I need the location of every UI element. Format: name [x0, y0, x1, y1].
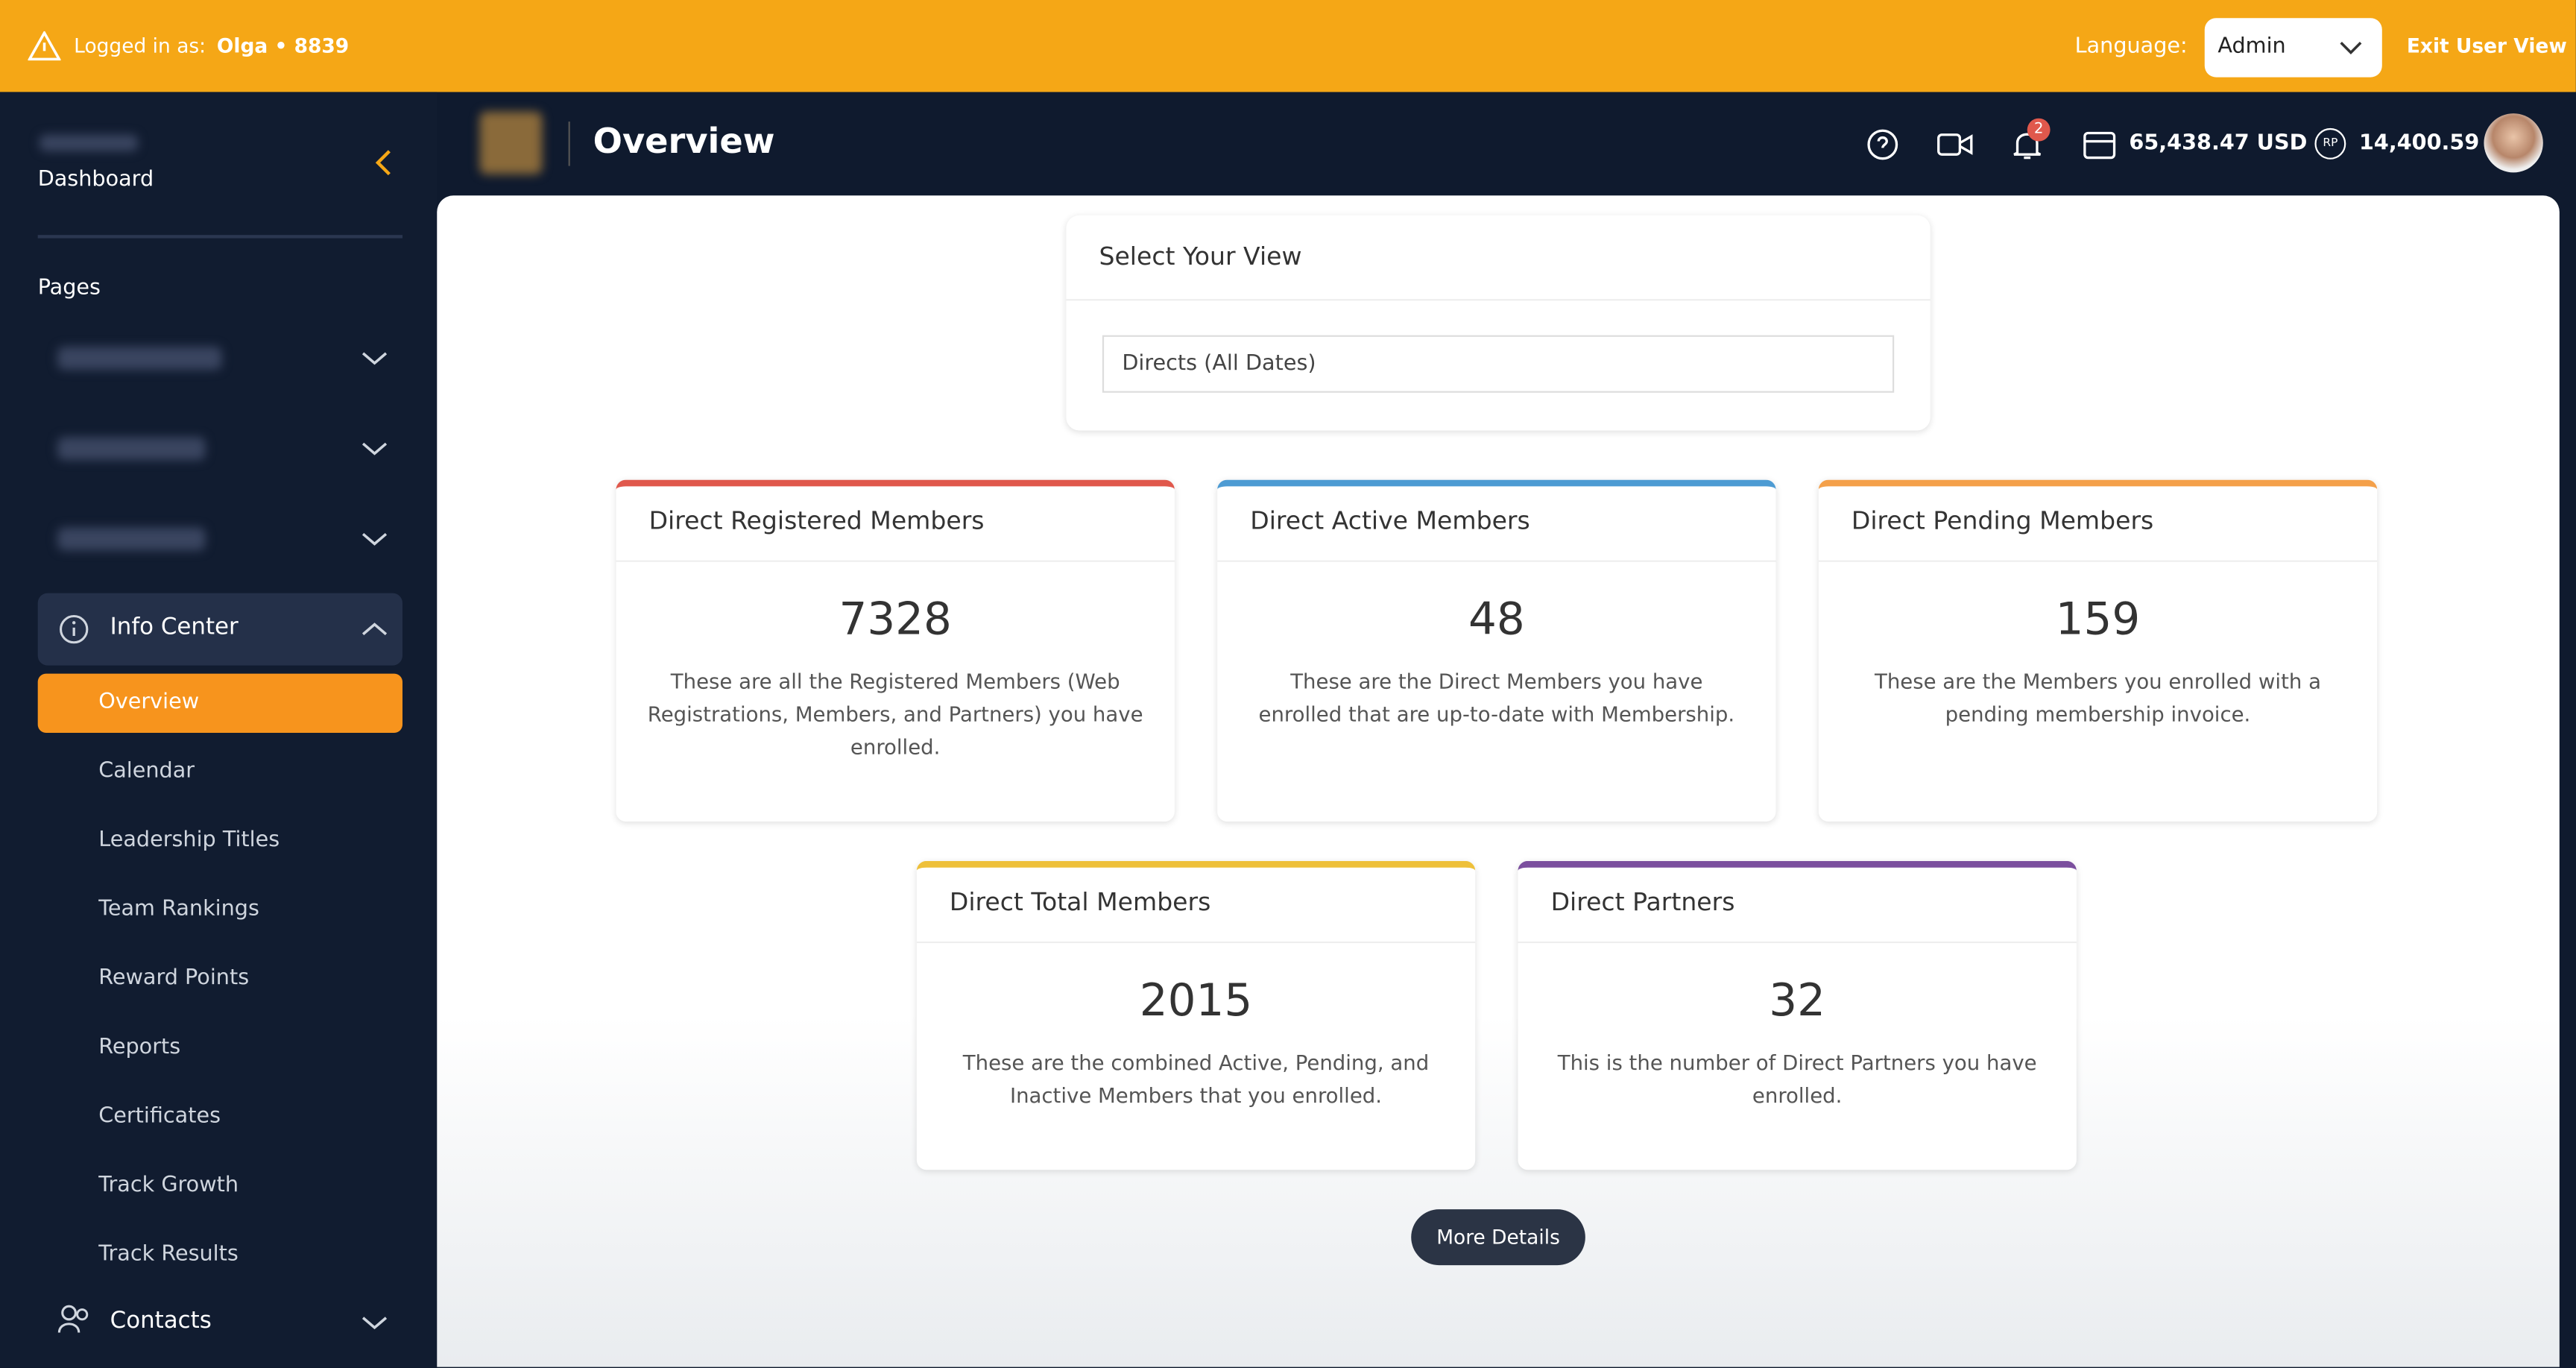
card-title: Direct Pending Members — [1818, 486, 2378, 562]
card-title: Direct Active Members — [1217, 486, 1776, 562]
stat-card: Direct Pending Members 159 These are the M… — [1818, 479, 2378, 822]
menu-item[interactable]: Leadership Titles — [98, 828, 280, 853]
group-label: Info Center — [110, 614, 239, 641]
blurred-logo-text — [39, 134, 139, 151]
video-icon[interactable] — [1937, 131, 1973, 157]
blurred-menu[interactable] — [57, 347, 222, 370]
stat-card: Direct Total Members 2015 These are the co… — [916, 860, 1476, 1170]
info-center-group[interactable]: Info Center — [37, 593, 402, 666]
view-selector: Select Your View Directs (All Dates) — [1066, 215, 1931, 431]
contacts-label[interactable]: Contacts — [110, 1308, 212, 1334]
info-icon — [60, 614, 89, 644]
user-name: Olga • 8839 — [216, 34, 350, 58]
divider — [568, 122, 570, 166]
header: Overview 2 65,438.47 USD RP 14,400.59 — [437, 92, 2576, 195]
card-title: Direct Total Members — [916, 868, 1476, 944]
blurred-logo — [479, 111, 543, 174]
menu-item[interactable]: Calendar — [98, 759, 195, 784]
menu-item[interactable]: Track Growth — [98, 1173, 239, 1198]
sidebar: Dashboard Pages Info Center Overview Cale… — [0, 92, 438, 1367]
view-select[interactable]: Directs (All Dates) — [1102, 335, 1895, 393]
divider — [37, 235, 402, 239]
language-label: Language: — [2074, 34, 2188, 60]
help-icon[interactable] — [1866, 128, 1899, 161]
menu-item[interactable]: Track Results — [98, 1242, 239, 1267]
top-bar: Logged in as: Olga • 8839 Language: Admi… — [0, 0, 2576, 92]
card-value: 159 — [2055, 594, 2141, 646]
menu-item[interactable]: Overview — [37, 673, 402, 733]
wallet-icon[interactable] — [2083, 130, 2116, 160]
dashboard-label[interactable]: Dashboard — [37, 167, 154, 192]
card-description: These are the Members you enrolled with … — [1875, 669, 2321, 727]
language-select[interactable]: Admin — [2204, 18, 2382, 78]
view-selector-title: Select Your View — [1066, 215, 1931, 301]
card-value: 7328 — [839, 594, 952, 646]
content: Select Your View Directs (All Dates) Dir… — [437, 195, 2560, 1367]
card-value: 2015 — [1139, 976, 1253, 1027]
blurred-menu[interactable] — [57, 527, 206, 551]
card-value: 32 — [1769, 976, 1826, 1027]
card-description: These are the combined Active, Pending, … — [962, 1050, 1430, 1108]
menu-item[interactable]: Reports — [98, 1035, 181, 1060]
card-description: These are all the Registered Members (We… — [647, 669, 1143, 760]
chevron — [362, 1317, 388, 1330]
menu-item[interactable]: Certificates — [98, 1104, 221, 1129]
page-title: Overview — [593, 122, 775, 161]
card-value: 48 — [1468, 594, 1525, 646]
collapse-icon[interactable] — [375, 150, 394, 176]
warning-icon — [28, 31, 61, 61]
chevrons — [362, 352, 388, 546]
stat-card: Direct Registered Members 7328 These are a… — [616, 479, 1175, 822]
contacts-icon — [57, 1305, 89, 1333]
card-title: Direct Partners — [1518, 868, 2077, 944]
card-description: These are the Direct Members you have en… — [1258, 669, 1735, 727]
exit-user-view[interactable]: Exit User View — [2406, 34, 2567, 58]
card-description: This is the number of Direct Partners yo… — [1557, 1050, 2037, 1108]
points: 14,400.59 — [2358, 131, 2480, 157]
language-value: Admin — [2217, 34, 2286, 60]
balance: 65,438.47 USD — [2129, 131, 2308, 157]
chevron — [2340, 42, 2362, 55]
stat-card: Direct Active Members 48 These are the Dir… — [1217, 479, 1776, 822]
avatar[interactable] — [2484, 113, 2543, 173]
menu-item[interactable]: Team Rankings — [98, 897, 259, 922]
card-title: Direct Registered Members — [616, 486, 1175, 562]
blurred-menu[interactable] — [57, 437, 206, 461]
chevron — [362, 622, 388, 636]
logged-in-label: Logged in as: — [74, 34, 206, 58]
points-badge: RP — [2314, 127, 2346, 160]
more-details-button[interactable]: More Details — [1411, 1209, 1585, 1266]
section-label: Pages — [37, 276, 101, 301]
stat-card: Direct Partners 32 This is the number of D… — [1518, 860, 2077, 1170]
notification-badge: 2 — [2027, 118, 2051, 142]
menu-item[interactable]: Reward Points — [98, 965, 250, 992]
